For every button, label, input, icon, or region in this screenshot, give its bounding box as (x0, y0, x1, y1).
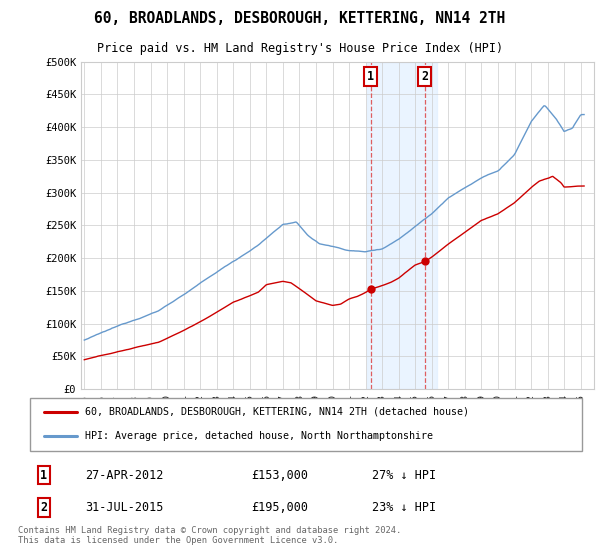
Text: 27% ↓ HPI: 27% ↓ HPI (372, 469, 436, 482)
Text: 60, BROADLANDS, DESBOROUGH, KETTERING, NN14 2TH (detached house): 60, BROADLANDS, DESBOROUGH, KETTERING, N… (85, 407, 469, 417)
Text: 1: 1 (40, 469, 47, 482)
Text: 31-JUL-2015: 31-JUL-2015 (85, 501, 164, 514)
Text: HPI: Average price, detached house, North Northamptonshire: HPI: Average price, detached house, Nort… (85, 431, 433, 441)
Text: 27-APR-2012: 27-APR-2012 (85, 469, 164, 482)
Text: 60, BROADLANDS, DESBOROUGH, KETTERING, NN14 2TH: 60, BROADLANDS, DESBOROUGH, KETTERING, N… (94, 11, 506, 26)
Text: £195,000: £195,000 (251, 501, 308, 514)
Text: 2: 2 (40, 501, 47, 514)
Text: Price paid vs. HM Land Registry's House Price Index (HPI): Price paid vs. HM Land Registry's House … (97, 42, 503, 55)
Text: Contains HM Land Registry data © Crown copyright and database right 2024.
This d: Contains HM Land Registry data © Crown c… (18, 526, 401, 545)
FancyBboxPatch shape (30, 398, 582, 451)
Text: 2: 2 (421, 70, 428, 83)
Text: 23% ↓ HPI: 23% ↓ HPI (372, 501, 436, 514)
Text: £153,000: £153,000 (251, 469, 308, 482)
Text: 1: 1 (367, 70, 374, 83)
Bar (367, 62, 437, 389)
